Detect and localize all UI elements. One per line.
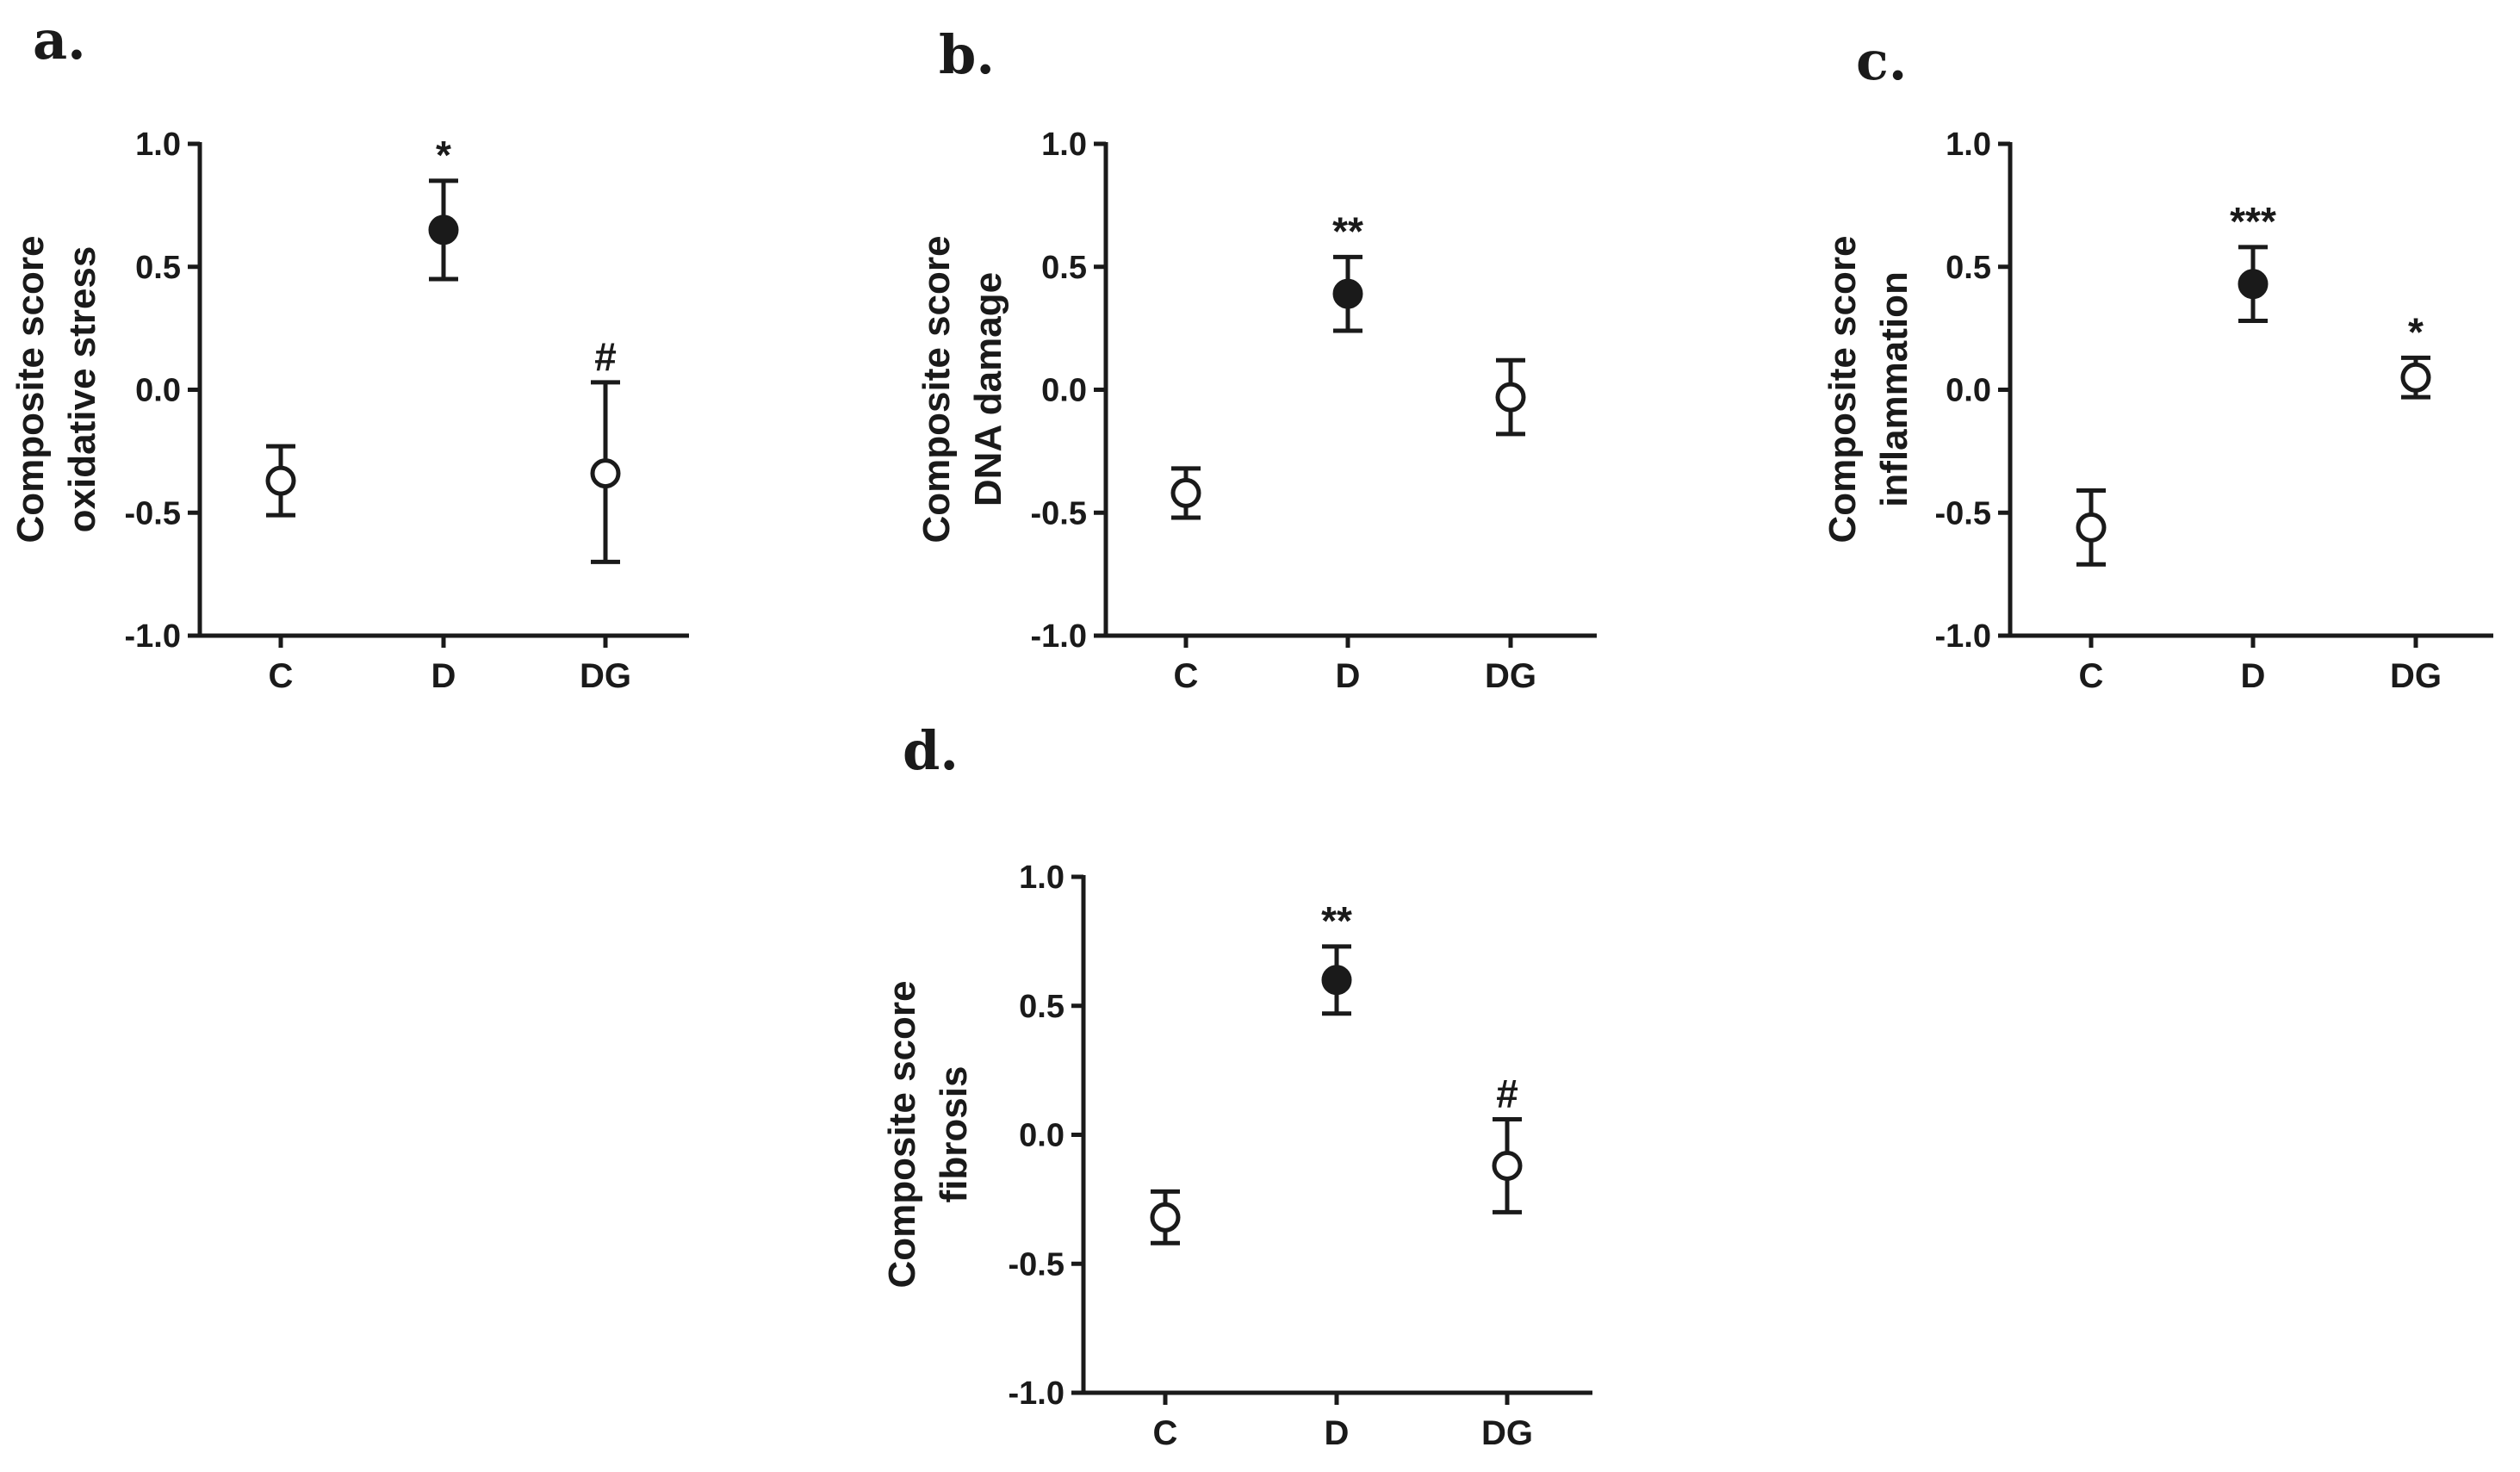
x-tick-label: DG (1481, 1414, 1533, 1452)
significance-annotation: ** (1332, 208, 1363, 253)
y-tick-label: 0.5 (1019, 989, 1064, 1025)
x-tick-label: DG (1485, 657, 1536, 695)
panel-b: b. Composite score DNA damage 1.0 0.5 0.0 -0.5… (916, 23, 1597, 695)
y-tick-label: -1.0 (1009, 1376, 1064, 1412)
y-tick-label: 1.0 (1041, 127, 1087, 163)
y-tick-label: 0.0 (1019, 1118, 1064, 1154)
data-point-dg (1492, 1150, 1523, 1181)
data-point-c (1150, 1202, 1181, 1233)
data-point-d (2238, 269, 2269, 300)
x-tick-label: C (2079, 657, 2104, 695)
x-tick-label: C (1153, 1414, 1178, 1452)
y-axis-label-line-2: fibrosis (933, 1066, 975, 1203)
x-tick-label: D (1336, 657, 1361, 695)
significance-annotation: ** (1321, 898, 1352, 943)
x-tick-label: DG (580, 657, 631, 695)
significance-annotation: # (594, 334, 617, 379)
significance-annotation: # (1496, 1071, 1518, 1116)
significance-annotation: * (436, 133, 451, 177)
x-tick-label: C (1174, 657, 1199, 695)
data-point-dg (590, 458, 621, 489)
y-tick-label: 0.5 (135, 250, 181, 286)
y-tick-label: 0.0 (1946, 373, 1991, 409)
x-tick-label: D (431, 657, 456, 695)
y-tick-label: -0.5 (1031, 495, 1087, 531)
y-tick-label: -0.5 (1935, 495, 1991, 531)
y-axis-label-line-2: DNA damage (967, 272, 1009, 506)
data-point-d (428, 214, 459, 245)
data-point-d (1321, 965, 1352, 996)
y-axis-label-line-1: Composite score (1822, 236, 1864, 543)
y-tick-label: -0.5 (125, 495, 181, 531)
y-axis-label-line-2: oxidative stress (61, 246, 103, 533)
data-point-dg (1495, 382, 1526, 413)
y-axis-label-line-2: inflammation (1873, 271, 1915, 507)
y-tick-label: 0.0 (135, 373, 181, 409)
panel-d: d. Composite score fibrosis 1.0 0.5 0.0 -0.5 -1… (881, 719, 1592, 1452)
data-point-c (2076, 512, 2107, 543)
y-tick-label: 0.0 (1041, 373, 1087, 409)
x-tick-label: C (269, 657, 294, 695)
y-axis-label-line-1: Composite score (9, 236, 52, 543)
y-tick-label: -0.5 (1009, 1246, 1064, 1283)
data-point-d (1332, 278, 1363, 309)
panel-letter: d. (903, 719, 959, 782)
y-tick-label: 1.0 (1019, 860, 1064, 896)
y-axis-label-line-1: Composite score (881, 981, 923, 1289)
y-tick-label: -1.0 (125, 618, 181, 655)
data-point-c (1170, 477, 1201, 508)
x-tick-label: D (2241, 657, 2266, 695)
x-tick-label: DG (2390, 657, 2442, 695)
panel-letter: b. (939, 23, 995, 86)
y-tick-label: 0.5 (1041, 250, 1087, 286)
significance-annotation: *** (2230, 199, 2276, 244)
data-point-c (265, 465, 296, 496)
data-point-dg (2400, 362, 2431, 393)
panel-letter: a. (33, 9, 86, 71)
y-tick-label: -1.0 (1935, 618, 1991, 655)
y-tick-label: 0.5 (1946, 250, 1991, 286)
panel-c: c. Composite score inflammation 1.0 0.5 0.0 -0… (1822, 29, 2493, 695)
significance-annotation: * (2408, 309, 2424, 354)
y-tick-label: 1.0 (135, 127, 181, 163)
panel-letter: c. (1856, 29, 1907, 92)
x-tick-label: D (1325, 1414, 1350, 1452)
y-tick-label: 1.0 (1946, 127, 1991, 163)
y-axis-label-line-1: Composite score (916, 236, 958, 543)
y-tick-label: -1.0 (1031, 618, 1087, 655)
panel-a: a. Composite score oxidative stress 1.0 0.5 0… (9, 9, 689, 695)
